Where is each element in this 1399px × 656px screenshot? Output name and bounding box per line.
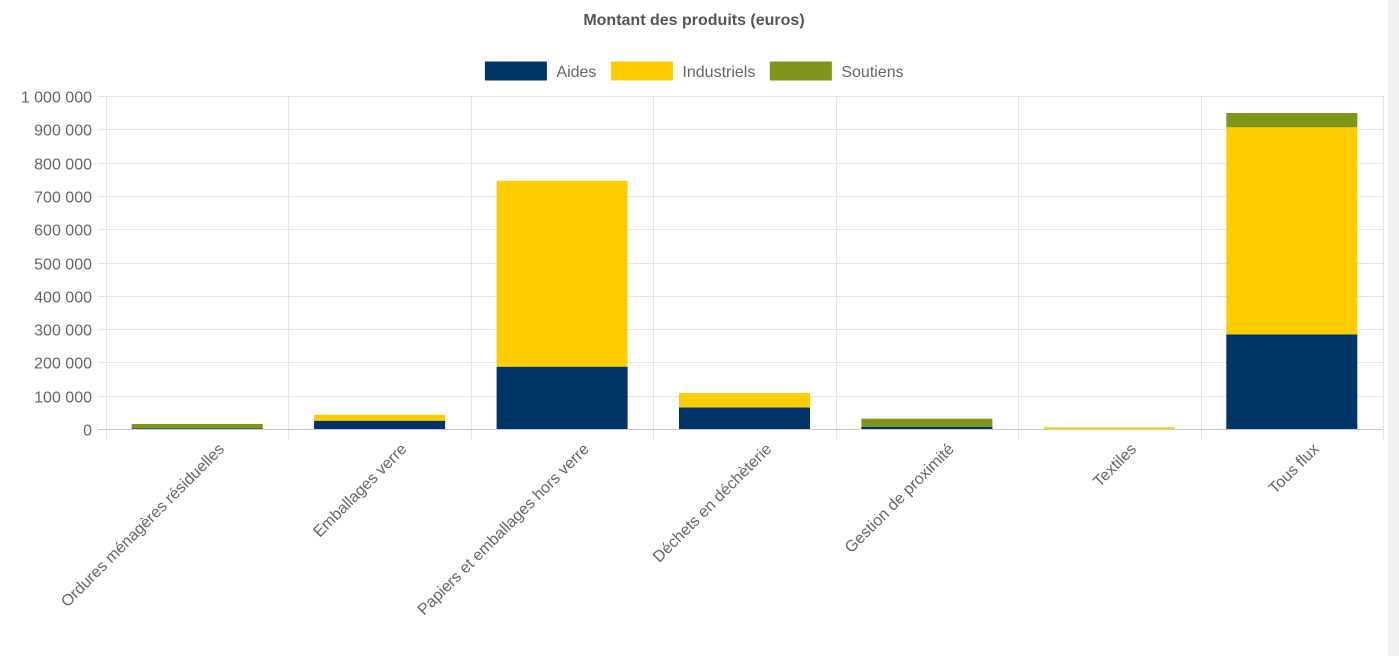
x-tick-label: Gestion de proximité	[842, 441, 958, 557]
bar-industriels-emballages-verre	[314, 414, 446, 421]
legend-label: Industriels	[682, 64, 755, 81]
y-tick-label: 900 000	[34, 123, 92, 140]
bar-aides-tous-flux	[1226, 334, 1358, 429]
y-tick-label: 1 000 000	[21, 90, 92, 107]
y-tick-label: 500 000	[34, 257, 92, 274]
bar-industriels-dechets-en-decheterie	[679, 393, 810, 408]
chart-title: Montant des produits (euros)	[583, 12, 804, 29]
y-tick-label: 600 000	[34, 223, 92, 240]
bar-industriels-textiles	[1043, 427, 1175, 429]
y-tick-label: 300 000	[34, 323, 92, 340]
bar-industriels-tous-flux	[1226, 127, 1358, 335]
bar-aides-gestion-de-proximite	[861, 426, 993, 429]
legend-swatch	[768, 60, 833, 82]
y-tick-label: 200 000	[34, 356, 92, 373]
legend-item-soutiens[interactable]: Soutiens	[768, 60, 904, 82]
bar-industriels-papiers-et-emballages-hors-verre	[496, 180, 628, 367]
bar-soutiens-ordures-menageres-residuelles	[131, 424, 263, 429]
bar-aides-dechets-en-decheterie	[679, 407, 810, 429]
legend-swatch	[609, 60, 674, 82]
bars	[131, 113, 1358, 430]
bar-soutiens-tous-flux	[1226, 113, 1358, 128]
y-tick-label: 100 000	[34, 390, 92, 407]
y-tick-label: 0	[83, 423, 92, 440]
x-tick-label: Emballages verre	[310, 441, 410, 541]
y-tick-label: 800 000	[34, 157, 92, 174]
bar-soutiens-gestion-de-proximite	[861, 418, 993, 427]
page-edge-strip	[1388, 0, 1399, 656]
legend-swatch	[483, 60, 548, 82]
x-tick-label: Tous flux	[1266, 441, 1323, 498]
bar-aides-emballages-verre	[314, 420, 446, 429]
x-tick-label: Textiles	[1090, 441, 1140, 491]
bar-aides-papiers-et-emballages-hors-verre	[496, 366, 628, 429]
legend-label: Aides	[556, 64, 596, 81]
grid-lines	[98, 96, 1384, 439]
legend: Aides Industriels Soutiens	[483, 60, 904, 82]
legend-item-industriels[interactable]: Industriels	[609, 60, 755, 82]
legend-label: Soutiens	[841, 64, 903, 81]
x-tick-label: Papiers et emballages hors verre	[415, 441, 593, 619]
y-tick-label: 700 000	[34, 190, 92, 207]
axes: 0 100 000 200 000 300 000 400 000 500 000 600 …	[21, 90, 1383, 619]
bar-aides-ordures-menageres-residuelles	[131, 428, 263, 430]
x-tick-label: Ordures ménagères résiduelles	[58, 441, 228, 611]
x-tick-label: Déchets en déchèterie	[650, 441, 775, 566]
legend-item-aides[interactable]: Aides	[483, 60, 596, 82]
y-tick-label: 400 000	[34, 290, 92, 307]
